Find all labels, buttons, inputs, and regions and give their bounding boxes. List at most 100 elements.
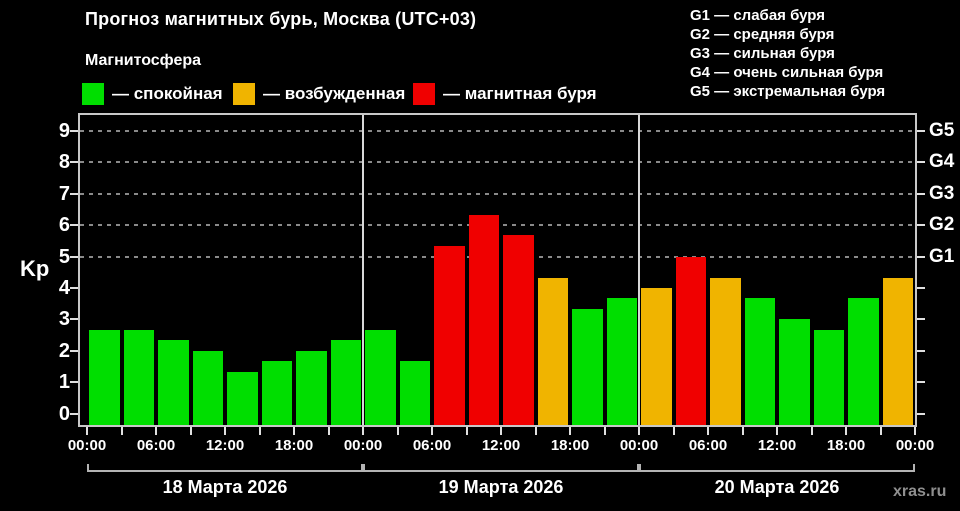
y-axis-tick: [70, 129, 78, 132]
storm-swatch-icon: [413, 83, 435, 105]
legend-label-excited: — возбужденная: [263, 84, 406, 103]
x-axis-tick: [810, 427, 813, 435]
x-axis-tick: [327, 427, 330, 435]
y-axis-label: 8: [58, 151, 70, 174]
x-axis-tick: [707, 427, 709, 435]
g-scale-legend: G1 — слабая буря G2 — средняя буря G3 — …: [690, 6, 885, 101]
g-axis-label-g2: G2: [929, 214, 955, 236]
x-axis-time-label: 18:00: [550, 437, 590, 454]
x-axis-tick: [638, 427, 640, 435]
day-separator: [638, 115, 640, 425]
gridline-kp7: [80, 192, 915, 195]
x-axis-time-label: 12:00: [757, 437, 797, 454]
x-axis-time-label: 06:00: [688, 437, 728, 454]
kp-bar: [710, 277, 741, 425]
x-axis-tick: [879, 427, 882, 435]
excited-swatch-icon: [233, 83, 255, 105]
x-axis-tick: [86, 427, 88, 435]
quiet-swatch-icon: [82, 83, 104, 105]
kp-bar: [641, 287, 672, 425]
x-axis-tick: [500, 427, 502, 435]
kp-bar: [882, 277, 913, 425]
right-axis-tick: [917, 412, 925, 415]
x-axis-tick: [465, 427, 468, 435]
day-separator: [362, 115, 364, 425]
y-axis-tick: [70, 192, 78, 195]
y-axis-tick: [70, 255, 78, 258]
kp-bar: [848, 298, 879, 425]
legend-label-storm: — магнитная буря: [443, 84, 597, 103]
g-scale-line-g3: G3 — сильная буря: [690, 45, 835, 62]
g-scale-line-g5: G5 — экстремальная буря: [690, 83, 886, 100]
x-axis-time-label: 06:00: [412, 437, 452, 454]
kp-bar: [606, 298, 637, 425]
x-axis-tick: [120, 427, 123, 435]
day-bracket: [363, 464, 639, 472]
legend-item-excited: — возбужденная: [233, 83, 405, 105]
x-axis-time-label: 18:00: [826, 437, 866, 454]
x-axis-time-label: 00:00: [895, 437, 935, 454]
kp-bar: [330, 340, 361, 425]
kp-bar: [365, 329, 396, 425]
g-scale-line-g1: G1 — слабая буря: [690, 7, 826, 24]
legend-label-quiet: — спокойная: [112, 84, 223, 103]
y-axis-label: 4: [58, 276, 70, 299]
y-axis-label: 0: [58, 402, 70, 425]
y-axis-tick: [70, 286, 78, 289]
x-axis-time-label: 00:00: [67, 437, 107, 454]
y-axis-tick: [70, 381, 78, 384]
right-axis-tick: [917, 192, 925, 195]
gridline-kp8: [80, 161, 915, 164]
chart-title: Прогноз магнитных бурь, Москва (UTC+03): [85, 9, 477, 29]
day-date-label: 18 Марта 2026: [162, 477, 288, 497]
day-bracket: [639, 464, 915, 472]
x-axis-tick: [672, 427, 675, 435]
kp-axis-title: Kp: [20, 256, 50, 281]
kp-bar: [192, 350, 223, 425]
x-axis-tick: [293, 427, 295, 435]
kp-bar: [296, 350, 327, 425]
x-axis-tick: [189, 427, 192, 435]
kp-bar: [675, 256, 706, 425]
right-axis-tick: [917, 349, 925, 352]
kp-bar: [813, 329, 844, 425]
x-axis-time-label: 18:00: [274, 437, 314, 454]
x-axis-tick: [431, 427, 433, 435]
right-axis-tick: [917, 286, 925, 289]
x-axis-time-label: 06:00: [136, 437, 176, 454]
y-axis-label: 9: [58, 119, 70, 142]
y-axis-label: 1: [58, 371, 70, 394]
y-axis-tick: [70, 412, 78, 415]
g-axis-label-g3: G3: [929, 182, 955, 204]
x-axis-tick: [224, 427, 226, 435]
x-axis-tick: [603, 427, 606, 435]
plot-frame: [78, 113, 917, 427]
x-axis-tick: [534, 427, 537, 435]
right-axis-tick: [917, 255, 925, 258]
kp-bar: [227, 371, 258, 425]
kp-bar: [779, 319, 810, 425]
kp-bar: [123, 329, 154, 425]
x-axis-tick: [845, 427, 847, 435]
x-axis-time-label: 12:00: [481, 437, 521, 454]
legend-item-quiet: — спокойная: [82, 83, 223, 105]
g-axis-label-g1: G1: [929, 245, 955, 267]
x-axis-tick: [914, 427, 916, 435]
day-date-label: 19 Марта 2026: [438, 477, 564, 497]
y-axis-label: 3: [58, 308, 70, 331]
magnetosphere-label: Магнитосфера: [85, 52, 202, 69]
right-axis-tick: [917, 381, 925, 384]
y-axis-tick: [70, 161, 78, 164]
x-axis-time-label: 00:00: [619, 437, 659, 454]
x-axis-tick: [362, 427, 364, 435]
day-date-label: 20 Марта 2026: [714, 477, 840, 497]
g-axis-label-g5: G5: [929, 119, 955, 141]
kp-bar: [503, 235, 534, 425]
kp-bar: [158, 340, 189, 425]
g-scale-line-g4: G4 — очень сильная буря: [690, 64, 884, 81]
x-axis-tick: [155, 427, 157, 435]
y-axis-tick: [70, 318, 78, 321]
kp-bar: [537, 277, 568, 425]
g-scale-line-g2: G2 — средняя буря: [690, 26, 835, 43]
